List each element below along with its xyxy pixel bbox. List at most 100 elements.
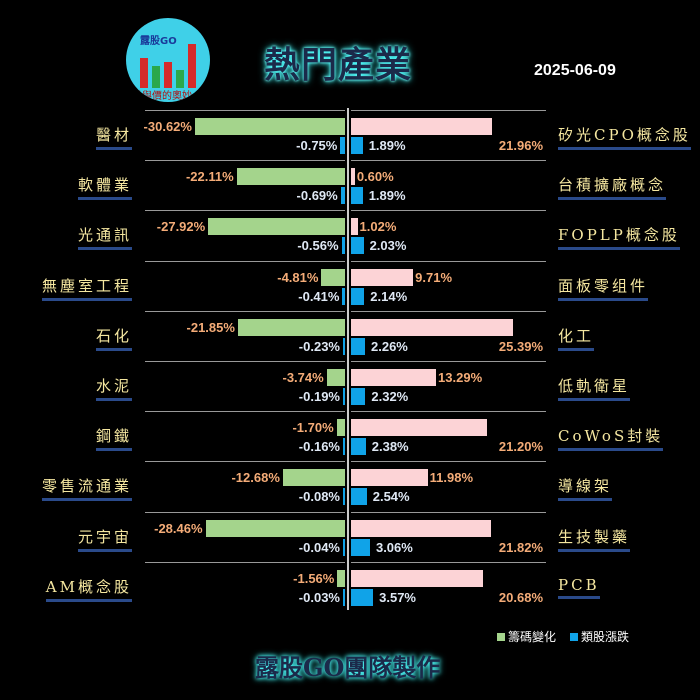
footer-credit: 露股GO團隊製作 [255, 653, 441, 682]
chart-row: -22.11% -0.69% 軟體業 0.60% 1.89% 台積擴廠概念 [0, 160, 700, 210]
sector-value-right: 2.32% [371, 389, 409, 404]
row-separator [145, 561, 345, 563]
row-separator [145, 260, 345, 262]
industry-label-left: 軟體業 [77, 174, 132, 201]
chip-bar-left [282, 469, 345, 487]
chip-bar-left [236, 168, 345, 186]
chip-value-left: -30.62% [143, 119, 192, 134]
date: 2025-06-09 [534, 62, 616, 79]
chip-bar-right [351, 218, 358, 236]
industry-label-left: 光通訊 [77, 224, 132, 251]
logo-bar [140, 58, 148, 88]
row-separator [145, 411, 345, 413]
sector-value-left: -0.69% [296, 188, 338, 204]
sector-bar-right [351, 538, 370, 556]
chip-value-right: 21.96% [498, 138, 543, 153]
chart-row: -1.70% -0.16% 鋼鐵 21.20% 2.38% CoWoS封裝 [0, 411, 700, 461]
row-separator [351, 110, 546, 111]
sector-value-left: -0.19% [298, 389, 340, 404]
legend-label: 類股漲跌 [581, 630, 630, 644]
sector-bar-right [351, 337, 365, 355]
sector-bar-right [351, 237, 364, 255]
chip-value-left: -1.56% [293, 570, 335, 586]
chart-row: -3.74% -0.19% 水泥 13.29% 2.32% 低軌衛星 [0, 361, 700, 411]
chart-row: -27.92% -0.56% 光通訊 1.02% 2.03% FOPLP概念股 [0, 210, 700, 260]
sector-bar-left [343, 588, 345, 606]
legend-chip: 籌碼變化 [497, 628, 556, 645]
industry-label-left: 鋼鐵 [95, 425, 132, 452]
row-separator [351, 260, 546, 262]
sector-value-left: -0.23% [298, 338, 340, 354]
sector-bar-left [340, 187, 345, 205]
industry-label-right: 台積擴廠概念 [558, 174, 667, 201]
chart-row: -4.81% -0.41% 無塵室工程 9.71% 2.14% 面板零组件 [0, 260, 700, 311]
chip-bar-right [351, 369, 437, 386]
industry-label-right: 導線架 [558, 475, 613, 502]
chip-value-left: -3.74% [282, 370, 324, 385]
row-separator [145, 210, 345, 212]
sector-bar-right [351, 187, 363, 205]
industry-label-right: 化工 [558, 325, 595, 351]
chip-value-right: 21.82% [498, 539, 543, 555]
sector-bar-left [343, 438, 345, 456]
sector-bar-right [351, 287, 365, 305]
chip-bar-left [194, 118, 345, 135]
sector-value-right: 3.06% [375, 539, 413, 555]
sector-bar-left [343, 488, 345, 506]
industry-label-right: FOPLP概念股 [558, 224, 680, 251]
chip-value-right: 11.98% [429, 470, 474, 486]
legend-label: 籌碼變化 [508, 630, 557, 644]
sector-value-right: 2.14% [370, 288, 408, 304]
chip-bar-right [351, 519, 491, 537]
industry-label-right: PCB [558, 576, 600, 599]
row-separator [351, 210, 546, 212]
row-separator [351, 160, 546, 162]
industry-label-left: 水泥 [95, 375, 132, 401]
sector-value-left: -0.03% [298, 589, 340, 605]
chip-bar-right [351, 318, 514, 336]
chip-bar-right [351, 168, 355, 186]
industry-label-right: 低軌衛星 [558, 375, 631, 401]
chip-value-right: 25.39% [498, 338, 543, 354]
industry-label-left: 無塵室工程 [41, 275, 132, 301]
logo-slogan: 量與價的奧妙 [132, 91, 192, 102]
sector-value-left: -0.75% [296, 138, 338, 153]
sector-bar-right [351, 137, 363, 154]
industry-label-left: 零售流通業 [41, 475, 132, 502]
sector-bar-left [341, 237, 345, 255]
row-separator [145, 310, 345, 312]
sector-bar-right [351, 588, 374, 606]
center-axis [347, 108, 349, 610]
row-separator [351, 561, 546, 563]
sector-value-right: 2.38% [371, 439, 409, 455]
row-separator [351, 461, 546, 463]
chart-row: -1.56% -0.03% AM概念股 20.68% 3.57% PCB [0, 561, 700, 612]
legend-swatch-blue [570, 632, 578, 641]
chip-value-left: -21.85% [186, 319, 235, 335]
industry-label-right: 矽光CPO概念股 [558, 124, 691, 150]
sector-bar-left [343, 538, 345, 556]
industry-label-right: 面板零组件 [558, 275, 649, 301]
row-separator [351, 310, 546, 312]
chip-value-right: 0.60% [356, 169, 394, 185]
row-separator [351, 361, 546, 362]
chip-bar-left [208, 218, 345, 236]
chip-value-left: -1.70% [292, 420, 334, 436]
industry-label-left: 醫材 [95, 124, 132, 150]
sector-value-left: -0.41% [298, 288, 340, 304]
sector-value-left: -0.16% [298, 439, 340, 455]
industry-label-left: AM概念股 [45, 576, 132, 602]
logo-bar [176, 70, 184, 88]
chart-row: -30.62% -0.75% 醫材 21.96% 1.89% 矽光CPO概念股 [0, 110, 700, 160]
legend-swatch-green [497, 632, 505, 641]
sector-value-left: -0.08% [298, 489, 340, 505]
row-separator [351, 411, 546, 413]
logo-bar [188, 44, 196, 88]
chip-value-left: -28.46% [154, 520, 203, 536]
chip-value-right: 1.02% [359, 219, 397, 235]
legend-sector: 類股漲跌 [570, 628, 629, 645]
chip-value-right: 9.71% [415, 269, 453, 285]
industry-label-right: 生技製藥 [558, 526, 631, 552]
chart-row: -21.85% -0.23% 石化 25.39% 2.26% 化工 [0, 310, 700, 361]
row-separator [145, 160, 345, 162]
